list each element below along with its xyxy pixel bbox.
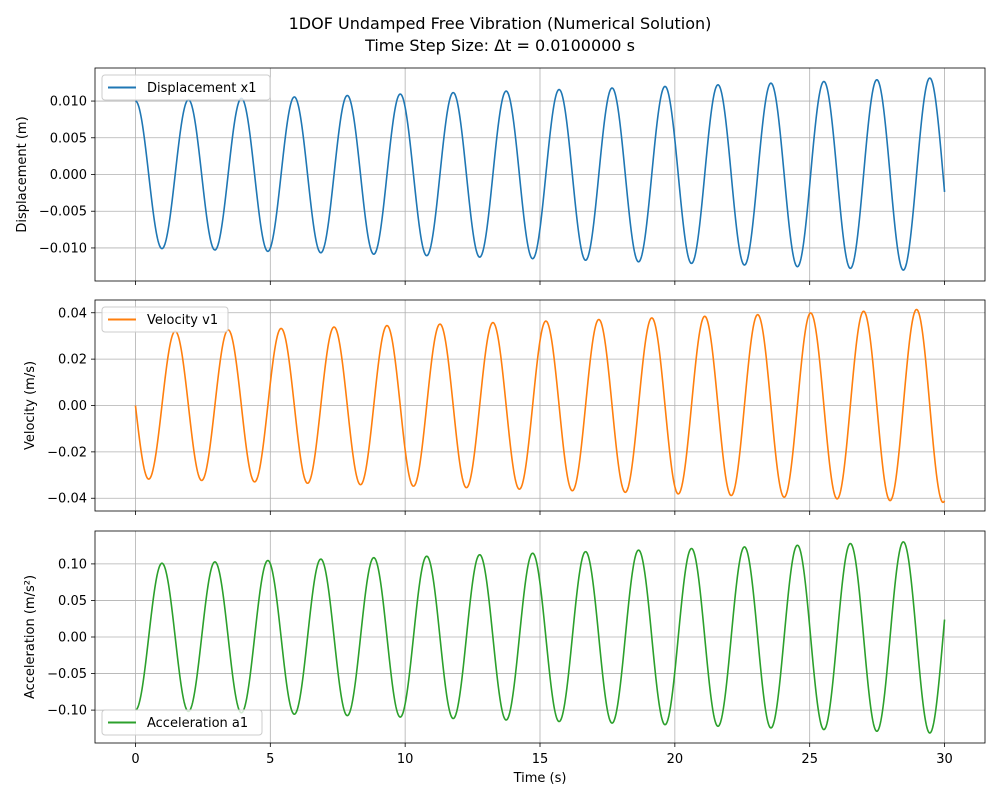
acceleration-panel: 0 5 10 15 20 25 30 −0.10 −0.05 0.00 0.05 0.10 Acce… (23, 530, 986, 786)
displacement-y-tick-label: −0.010 (39, 241, 87, 256)
acceleration-x-ticks: 0 5 10 15 20 25 30 (131, 743, 953, 767)
displacement-y-tick-label: −0.005 (39, 205, 87, 220)
velocity-x-ticks (135, 511, 945, 515)
velocity-panel: −0.04 −0.02 0.00 0.02 0.04 Velocity (m/s) Ve… (23, 299, 986, 515)
displacement-series-line (135, 77, 946, 271)
acceleration-legend-box (101, 709, 263, 736)
acceleration-y-ticks: −0.10 −0.05 0.00 0.05 0.10 (47, 557, 95, 719)
displacement-y-ticks: −0.010 −0.005 0.000 0.005 0.010 (39, 95, 95, 256)
acceleration-x-tick-label: 20 (667, 752, 684, 767)
displacement-legend: Displacement x1 (101, 74, 271, 101)
time-x-axis-label: Time (s) (513, 771, 567, 786)
acceleration-y-tick-label: 0.00 (58, 631, 87, 646)
velocity-y-tick-label: 0.00 (58, 399, 87, 414)
velocity-y-tick-label: 0.02 (58, 353, 87, 368)
velocity-legend-label: Velocity v1 (147, 313, 218, 328)
velocity-grid (95, 300, 985, 511)
acceleration-x-tick-label: 15 (532, 752, 549, 767)
displacement-x-ticks (135, 281, 945, 285)
displacement-y-axis-label: Displacement (m) (15, 116, 30, 232)
velocity-lines (134, 308, 946, 504)
displacement-y-tick-label: 0.000 (50, 168, 87, 183)
acceleration-y-tick-label: −0.10 (47, 704, 87, 719)
velocity-legend-box (101, 306, 229, 333)
velocity-y-tick-label: −0.02 (47, 445, 87, 460)
acceleration-legend: Acceleration a1 (101, 709, 263, 736)
displacement-panel: −0.010 −0.005 0.000 0.005 0.010 Displacement… (15, 67, 986, 285)
acceleration-lines (135, 541, 946, 734)
displacement-y-tick-label: 0.010 (50, 95, 87, 110)
velocity-y-axis-label: Velocity (m/s) (23, 361, 38, 450)
acceleration-y-tick-label: −0.05 (47, 667, 87, 682)
velocity-y-tick-label: −0.04 (47, 492, 87, 507)
acceleration-series-line (135, 541, 946, 734)
velocity-series-line (134, 308, 946, 504)
acceleration-x-tick-label: 5 (266, 752, 274, 767)
acceleration-y-axis-label: Acceleration (m/s²) (23, 575, 38, 699)
velocity-y-ticks: −0.04 −0.02 0.00 0.02 0.04 (47, 306, 95, 507)
figure-title-line1: 1DOF Undamped Free Vibration (Numerical … (289, 14, 712, 33)
velocity-y-tick-label: 0.04 (58, 306, 87, 321)
velocity-legend: Velocity v1 (101, 306, 229, 333)
displacement-lines (135, 77, 946, 271)
acceleration-x-tick-label: 30 (936, 752, 953, 767)
figure-title-line2: Time Step Size: Δt = 0.0100000 s (364, 36, 635, 55)
acceleration-y-tick-label: 0.05 (58, 594, 87, 609)
acceleration-y-tick-label: 0.10 (58, 557, 87, 572)
acceleration-x-tick-label: 25 (801, 752, 818, 767)
acceleration-legend-label: Acceleration a1 (147, 716, 248, 731)
displacement-y-tick-label: 0.005 (50, 131, 87, 146)
acceleration-grid (95, 531, 985, 743)
acceleration-x-tick-label: 10 (397, 752, 414, 767)
displacement-legend-box (101, 74, 271, 101)
displacement-legend-label: Displacement x1 (147, 81, 256, 96)
acceleration-x-tick-label: 0 (131, 752, 139, 767)
